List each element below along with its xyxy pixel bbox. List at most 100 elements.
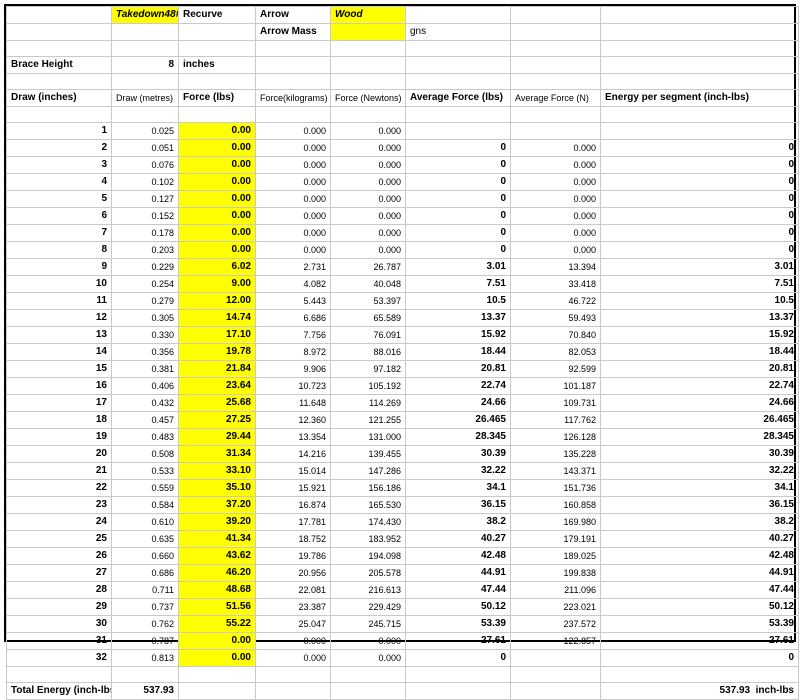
energy-cell: 47.44 (601, 582, 799, 599)
arrow-mass-value[interactable] (331, 24, 406, 41)
draw-in-cell[interactable]: 23 (7, 497, 112, 514)
draw-in-cell[interactable]: 2 (7, 140, 112, 157)
draw-in-cell[interactable]: 29 (7, 599, 112, 616)
avg-lbs-cell: 0 (406, 157, 511, 174)
force-lbs-cell[interactable]: 12.00 (179, 293, 256, 310)
draw-in-cell[interactable]: 20 (7, 446, 112, 463)
force-lbs-cell[interactable]: 0.00 (179, 225, 256, 242)
col-energy: Energy per segment (inch-lbs) (601, 90, 799, 107)
force-lbs-cell[interactable]: 0.00 (179, 174, 256, 191)
avg-lbs-cell (406, 123, 511, 140)
table-row: 10.0250.000.0000.000 (7, 123, 799, 140)
brace-height-value[interactable]: 8 (112, 57, 179, 74)
force-lbs-cell[interactable]: 46.20 (179, 565, 256, 582)
force-lbs-cell[interactable]: 23.64 (179, 378, 256, 395)
avg-lbs-cell: 36.15 (406, 497, 511, 514)
force-kg-cell: 15.014 (256, 463, 331, 480)
force-lbs-cell[interactable]: 6.02 (179, 259, 256, 276)
draw-in-cell[interactable]: 4 (7, 174, 112, 191)
force-n-cell: 40.048 (331, 276, 406, 293)
avg-lbs-cell: 20.81 (406, 361, 511, 378)
draw-in-cell[interactable]: 32 (7, 650, 112, 667)
draw-in-cell[interactable]: 3 (7, 157, 112, 174)
force-lbs-cell[interactable]: 21.84 (179, 361, 256, 378)
draw-m-cell: 0.229 (112, 259, 179, 276)
draw-in-cell[interactable]: 7 (7, 225, 112, 242)
draw-in-cell[interactable]: 8 (7, 242, 112, 259)
force-lbs-cell[interactable]: 31.34 (179, 446, 256, 463)
force-n-cell: 183.952 (331, 531, 406, 548)
force-lbs-cell[interactable]: 55.22 (179, 616, 256, 633)
force-lbs-cell[interactable]: 33.10 (179, 463, 256, 480)
force-lbs-cell[interactable]: 0.00 (179, 140, 256, 157)
force-lbs-cell[interactable]: 19.78 (179, 344, 256, 361)
table-row: 20.0510.000.0000.00000.0000 (7, 140, 799, 157)
draw-in-cell[interactable]: 16 (7, 378, 112, 395)
draw-in-cell[interactable]: 10 (7, 276, 112, 293)
draw-in-cell[interactable]: 26 (7, 548, 112, 565)
force-kg-cell: 9.906 (256, 361, 331, 378)
draw-in-cell[interactable]: 15 (7, 361, 112, 378)
energy-cell: 32.22 (601, 463, 799, 480)
force-lbs-cell[interactable]: 0.00 (179, 123, 256, 140)
force-lbs-cell[interactable]: 0.00 (179, 633, 256, 650)
draw-m-cell: 0.076 (112, 157, 179, 174)
force-n-cell: 216.613 (331, 582, 406, 599)
force-lbs-cell[interactable]: 25.68 (179, 395, 256, 412)
draw-in-cell[interactable]: 12 (7, 310, 112, 327)
draw-m-cell: 0.330 (112, 327, 179, 344)
draw-in-cell[interactable]: 24 (7, 514, 112, 531)
draw-in-cell[interactable]: 19 (7, 429, 112, 446)
force-kg-cell: 17.781 (256, 514, 331, 531)
draw-in-cell[interactable]: 28 (7, 582, 112, 599)
draw-in-cell[interactable]: 13 (7, 327, 112, 344)
force-lbs-cell[interactable]: 14.74 (179, 310, 256, 327)
draw-in-cell[interactable]: 22 (7, 480, 112, 497)
force-lbs-cell[interactable]: 0.00 (179, 191, 256, 208)
draw-m-cell: 0.178 (112, 225, 179, 242)
bow-name-cell[interactable]: Takedown48# (112, 7, 179, 24)
force-lbs-cell[interactable]: 29.44 (179, 429, 256, 446)
force-lbs-cell[interactable]: 0.00 (179, 242, 256, 259)
draw-in-cell[interactable]: 31 (7, 633, 112, 650)
draw-in-cell[interactable]: 18 (7, 412, 112, 429)
force-n-cell: 105.192 (331, 378, 406, 395)
force-lbs-cell[interactable]: 9.00 (179, 276, 256, 293)
avg-n-cell: 0.000 (511, 140, 601, 157)
draw-in-cell[interactable]: 25 (7, 531, 112, 548)
draw-in-cell[interactable]: 27 (7, 565, 112, 582)
bow-type-cell[interactable]: Recurve (179, 7, 256, 24)
force-lbs-cell[interactable]: 0.00 (179, 157, 256, 174)
draw-in-cell[interactable]: 30 (7, 616, 112, 633)
force-lbs-cell[interactable]: 0.00 (179, 208, 256, 225)
force-lbs-cell[interactable]: 35.10 (179, 480, 256, 497)
force-lbs-cell[interactable]: 37.20 (179, 497, 256, 514)
avg-lbs-cell: 30.39 (406, 446, 511, 463)
table-row: 250.63541.3418.752183.95240.27179.19140.… (7, 531, 799, 548)
force-lbs-cell[interactable]: 17.10 (179, 327, 256, 344)
draw-in-cell[interactable]: 21 (7, 463, 112, 480)
force-lbs-cell[interactable]: 27.25 (179, 412, 256, 429)
force-n-cell: 53.397 (331, 293, 406, 310)
arrow-value-cell[interactable]: Wood (331, 7, 406, 24)
draw-in-cell[interactable]: 5 (7, 191, 112, 208)
draw-in-cell[interactable]: 6 (7, 208, 112, 225)
energy-cell: 0 (601, 174, 799, 191)
table-row: 40.1020.000.0000.00000.0000 (7, 174, 799, 191)
force-lbs-cell[interactable]: 43.62 (179, 548, 256, 565)
force-kg-cell: 23.387 (256, 599, 331, 616)
draw-in-cell[interactable]: 9 (7, 259, 112, 276)
draw-in-cell[interactable]: 14 (7, 344, 112, 361)
force-lbs-cell[interactable]: 41.34 (179, 531, 256, 548)
force-lbs-cell[interactable]: 51.56 (179, 599, 256, 616)
draw-in-cell[interactable]: 17 (7, 395, 112, 412)
force-lbs-cell[interactable]: 39.20 (179, 514, 256, 531)
draw-in-cell[interactable]: 11 (7, 293, 112, 310)
force-kg-cell: 0.000 (256, 650, 331, 667)
avg-lbs-cell: 7.51 (406, 276, 511, 293)
draw-in-cell[interactable]: 1 (7, 123, 112, 140)
force-lbs-cell[interactable]: 48.68 (179, 582, 256, 599)
force-lbs-cell[interactable]: 0.00 (179, 650, 256, 667)
force-n-cell: 245.715 (331, 616, 406, 633)
brace-height-unit: inches (179, 57, 256, 74)
